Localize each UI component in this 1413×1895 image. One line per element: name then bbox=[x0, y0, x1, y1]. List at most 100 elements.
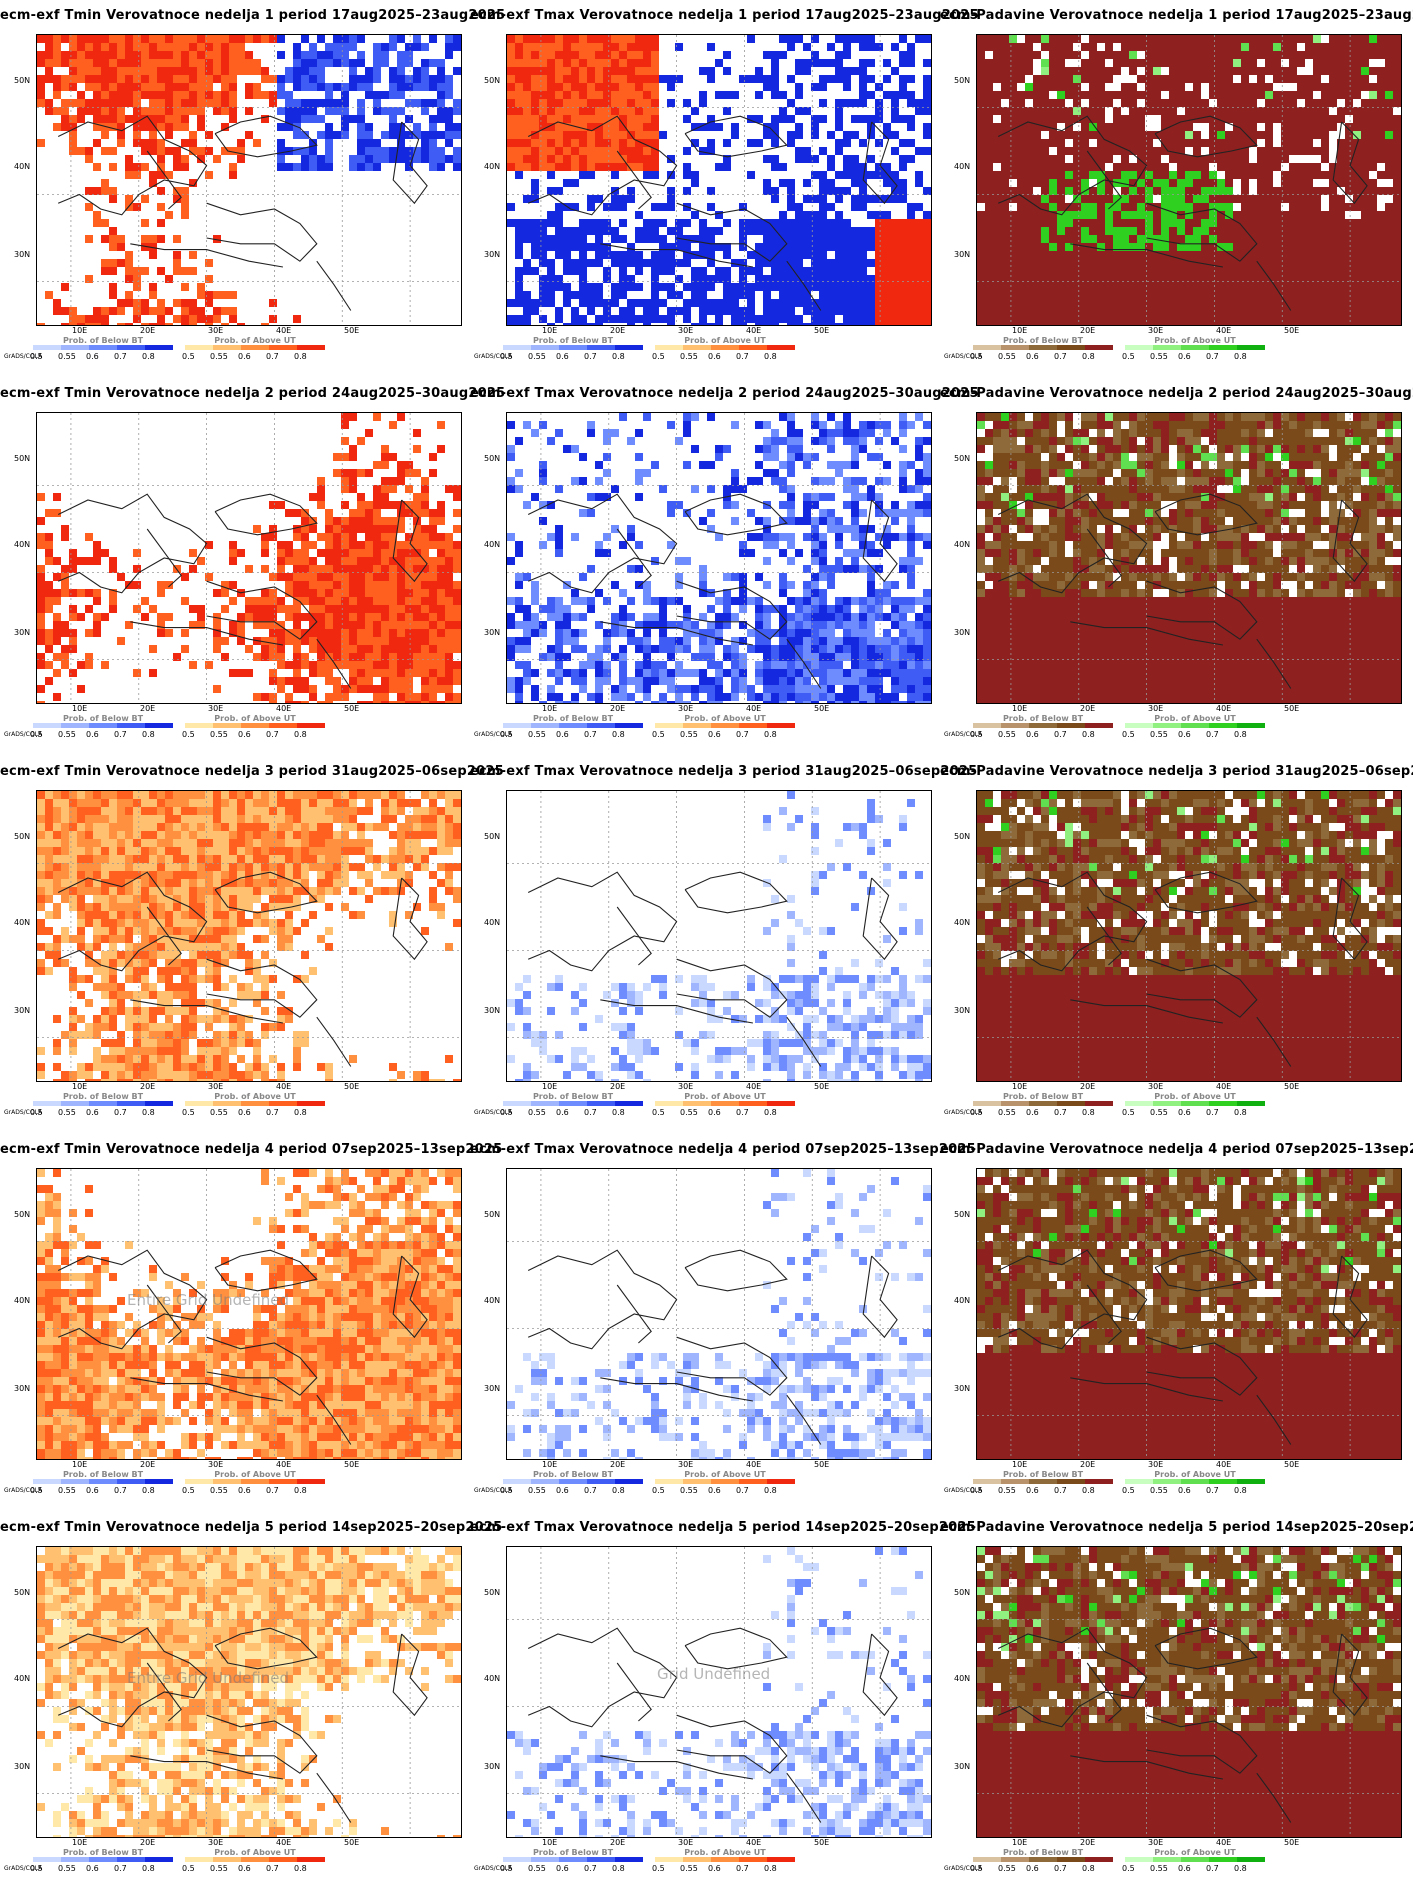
coastline bbox=[862, 1633, 898, 1717]
legend-color-bar bbox=[973, 1101, 1113, 1106]
probability-map: Grid Undefined bbox=[506, 1546, 932, 1838]
legend-color-bar bbox=[503, 345, 643, 350]
legend-swatch bbox=[1001, 1479, 1029, 1484]
coastline bbox=[214, 871, 318, 914]
latitude-label: 50N bbox=[954, 1210, 971, 1219]
longitude-label: 50E bbox=[814, 326, 830, 335]
legend-tick-label: 0.55 bbox=[998, 1864, 1016, 1873]
legend-tick-label: 0.8 bbox=[294, 1864, 307, 1873]
longitude-label: 20E bbox=[140, 326, 156, 335]
legend-tick-label: 0.55 bbox=[210, 730, 228, 739]
grads-credit: GrADS/COLA bbox=[4, 1109, 43, 1116]
legend-swatch bbox=[117, 345, 145, 350]
legend-swatch bbox=[615, 1101, 643, 1106]
legend-swatch bbox=[1085, 1101, 1113, 1106]
legend-swatch bbox=[117, 1857, 145, 1862]
legend-title: Prob. of Below BT bbox=[1002, 1092, 1084, 1101]
legend-tick-label: 0.8 bbox=[1082, 730, 1095, 739]
legend-tick-label: 0.6 bbox=[86, 352, 99, 361]
legend-color-bar bbox=[185, 1101, 325, 1106]
legend-swatch bbox=[1029, 723, 1057, 728]
longitude-label: 10E bbox=[1012, 1838, 1028, 1847]
legend-swatch bbox=[655, 345, 683, 350]
legend-swatch bbox=[587, 1479, 615, 1484]
probability-map: Entire Grid Undefined bbox=[36, 1546, 462, 1838]
legend-title: Prob. of Above UT bbox=[684, 1092, 766, 1101]
legend-swatch bbox=[767, 1101, 795, 1106]
legend-swatch bbox=[1085, 1857, 1113, 1862]
legend-ticks: 0.5 0.55 0.6 0.7 0.8 bbox=[180, 1108, 330, 1118]
longitude-label: 10E bbox=[1012, 1460, 1028, 1469]
legend-tick-label: 0.5 bbox=[500, 1864, 513, 1873]
legend-tick-label: 0.5 bbox=[30, 1864, 43, 1873]
legend-ticks: 0.5 0.55 0.6 0.7 0.8 bbox=[968, 1864, 1118, 1874]
coastline bbox=[130, 621, 283, 646]
legend-swatch bbox=[241, 1479, 269, 1484]
legend-swatch bbox=[973, 723, 1001, 728]
legend-tick-label: 0.6 bbox=[86, 1486, 99, 1495]
legend-ticks: 0.5 0.55 0.6 0.7 0.8 bbox=[180, 730, 330, 740]
legend-tick-label: 0.5 bbox=[500, 730, 513, 739]
legend-color-bar bbox=[503, 1101, 643, 1106]
legend-tick-label: 0.6 bbox=[238, 352, 251, 361]
longitude-label: 20E bbox=[140, 704, 156, 713]
legend-swatch bbox=[767, 723, 795, 728]
legend-color-bar bbox=[185, 723, 325, 728]
latitude-label: 50N bbox=[14, 832, 31, 841]
legend-tick-label: 0.6 bbox=[238, 730, 251, 739]
legend-tick-label: 0.8 bbox=[142, 352, 155, 361]
legend-tick-label: 0.7 bbox=[1054, 352, 1067, 361]
coastline bbox=[997, 493, 1148, 594]
map-canvas bbox=[977, 35, 1401, 325]
longitude-label: 40E bbox=[276, 326, 292, 335]
longitude-label: 40E bbox=[1216, 704, 1232, 713]
map-canvas bbox=[507, 791, 931, 1081]
legend-tick-label: 0.7 bbox=[1054, 1486, 1067, 1495]
legend-swatch bbox=[1001, 1101, 1029, 1106]
grads-credit: GrADS/COLA bbox=[474, 353, 513, 360]
legend-swatch bbox=[117, 1101, 145, 1106]
longitude-label: 10E bbox=[542, 1082, 558, 1091]
legend-swatch bbox=[1029, 345, 1057, 350]
legend-tick-label: 0.6 bbox=[1178, 352, 1191, 361]
legend-swatch bbox=[1029, 1857, 1057, 1862]
longitude-label: 20E bbox=[610, 1460, 626, 1469]
latitude-label: 40N bbox=[954, 162, 971, 171]
legend-swatch bbox=[531, 1479, 559, 1484]
legend-tick-label: 0.6 bbox=[1026, 1486, 1039, 1495]
legend-ticks: 0.5 0.55 0.6 0.7 0.8 bbox=[1120, 352, 1270, 362]
legend-swatch bbox=[559, 1857, 587, 1862]
legend-color-bar bbox=[973, 345, 1113, 350]
legend-tick-label: 0.6 bbox=[708, 1486, 721, 1495]
legend-swatch bbox=[1057, 1857, 1085, 1862]
coastline bbox=[146, 150, 182, 210]
legend-swatch bbox=[33, 345, 61, 350]
legend-color-bar bbox=[973, 1857, 1113, 1862]
legend-ticks: 0.5 0.55 0.6 0.7 0.8 bbox=[28, 1864, 178, 1874]
legend-tick-label: 0.5 bbox=[500, 1486, 513, 1495]
legend-swatch bbox=[559, 345, 587, 350]
probability-map bbox=[36, 34, 462, 326]
probability-map bbox=[506, 1168, 932, 1460]
legend-tick-label: 0.8 bbox=[142, 1486, 155, 1495]
latitude-label: 40N bbox=[954, 918, 971, 927]
coastline bbox=[676, 202, 788, 262]
coastline bbox=[316, 1772, 352, 1823]
legend-swatch bbox=[241, 345, 269, 350]
legend-swatch bbox=[89, 1857, 117, 1862]
legend-color-bar bbox=[655, 723, 795, 728]
legend-tick-label: 0.8 bbox=[1234, 1486, 1247, 1495]
legend-tick-label: 0.5 bbox=[1122, 352, 1135, 361]
legend-tick-label: 0.55 bbox=[58, 1864, 76, 1873]
legend-tick-label: 0.7 bbox=[1206, 352, 1219, 361]
longitude-label: 40E bbox=[276, 1460, 292, 1469]
longitude-label: 10E bbox=[1012, 704, 1028, 713]
longitude-label: 30E bbox=[1148, 1082, 1164, 1091]
legend-swatch bbox=[1153, 1101, 1181, 1106]
coastline bbox=[527, 115, 678, 216]
coastline bbox=[616, 528, 652, 588]
coastline bbox=[1070, 243, 1223, 268]
legend-tick-label: 0.8 bbox=[294, 1486, 307, 1495]
longitude-label: 10E bbox=[542, 704, 558, 713]
coastline bbox=[862, 499, 898, 583]
